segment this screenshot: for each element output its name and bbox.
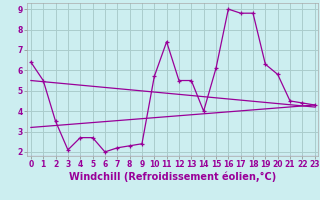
X-axis label: Windchill (Refroidissement éolien,°C): Windchill (Refroidissement éolien,°C) (69, 172, 276, 182)
